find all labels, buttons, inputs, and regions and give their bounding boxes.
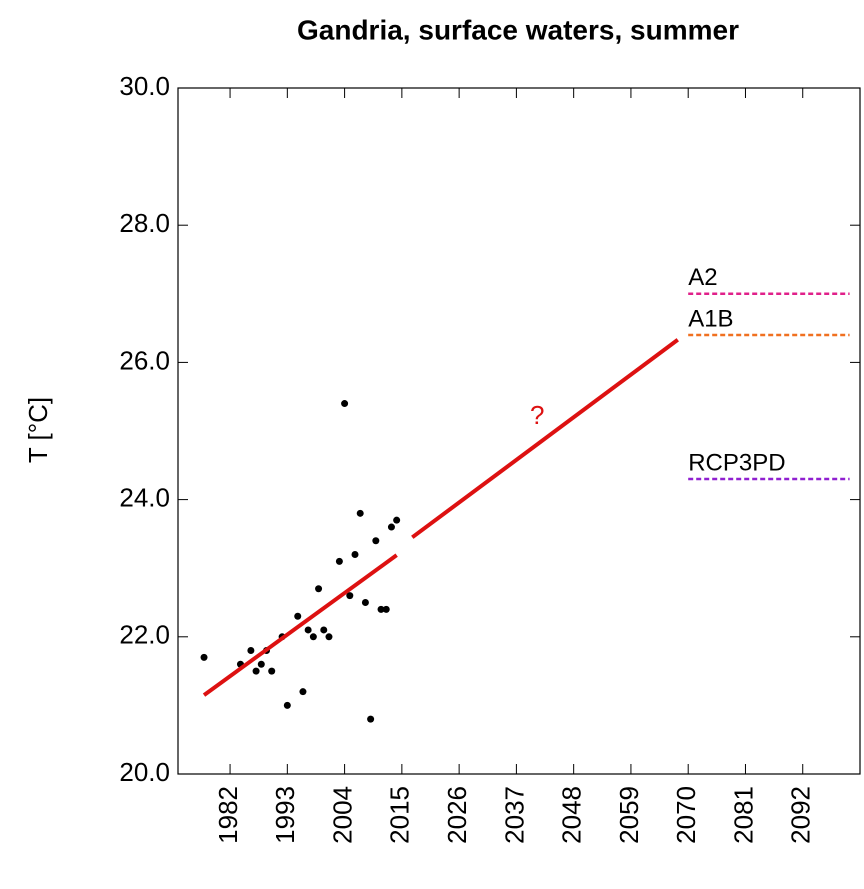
data-point bbox=[351, 550, 359, 558]
trend-line bbox=[411, 338, 679, 539]
x-tick-label: 2092 bbox=[786, 786, 816, 844]
data-point bbox=[247, 647, 255, 655]
y-axis-label: T [°C] bbox=[23, 397, 53, 463]
data-point bbox=[335, 557, 343, 565]
x-tick-label: 2015 bbox=[385, 786, 415, 844]
y-tick-label: 24.0 bbox=[119, 482, 170, 512]
x-tick-label: 2048 bbox=[557, 786, 587, 844]
data-point bbox=[283, 701, 291, 709]
data-point bbox=[387, 523, 395, 531]
plot-frame bbox=[177, 87, 861, 775]
scenario-label: RCP3PD bbox=[688, 449, 785, 476]
x-tick-label: 2026 bbox=[442, 786, 472, 844]
data-point bbox=[200, 653, 208, 661]
x-tick-label: 2037 bbox=[499, 786, 529, 844]
data-point bbox=[299, 688, 307, 696]
x-tick-label: 2059 bbox=[614, 786, 644, 844]
data-point bbox=[257, 660, 265, 668]
x-tick-label: 1982 bbox=[213, 786, 243, 844]
data-point bbox=[341, 400, 349, 408]
y-tick-label: 28.0 bbox=[119, 208, 170, 238]
data-point bbox=[309, 633, 317, 641]
data-point bbox=[393, 516, 401, 524]
data-point bbox=[294, 612, 302, 620]
x-tick-label: 2004 bbox=[327, 786, 357, 844]
data-point bbox=[268, 667, 276, 675]
data-point bbox=[377, 605, 385, 613]
y-tick-label: 20.0 bbox=[119, 757, 170, 787]
chart-title: Gandria, surface waters, summer bbox=[297, 14, 739, 45]
x-tick-label: 2070 bbox=[671, 786, 701, 844]
data-point bbox=[315, 585, 323, 593]
scenario-label: A2 bbox=[688, 264, 717, 291]
x-tick-label: 1993 bbox=[270, 786, 300, 844]
scenario-label: A1B bbox=[688, 305, 733, 332]
data-point bbox=[346, 592, 354, 600]
y-tick-label: 26.0 bbox=[119, 345, 170, 375]
data-point bbox=[372, 537, 380, 545]
data-point bbox=[325, 633, 333, 641]
trend-line bbox=[202, 553, 398, 697]
data-point bbox=[382, 605, 390, 613]
y-tick-label: 22.0 bbox=[119, 620, 170, 650]
data-point bbox=[361, 599, 369, 606]
annotation: ? bbox=[530, 400, 544, 430]
data-point bbox=[356, 509, 364, 517]
data-point bbox=[252, 667, 260, 675]
data-point bbox=[320, 626, 328, 634]
data-point bbox=[367, 715, 375, 723]
data-point bbox=[304, 626, 312, 634]
y-tick-label: 30.0 bbox=[119, 71, 170, 101]
x-tick-label: 2081 bbox=[728, 786, 758, 844]
